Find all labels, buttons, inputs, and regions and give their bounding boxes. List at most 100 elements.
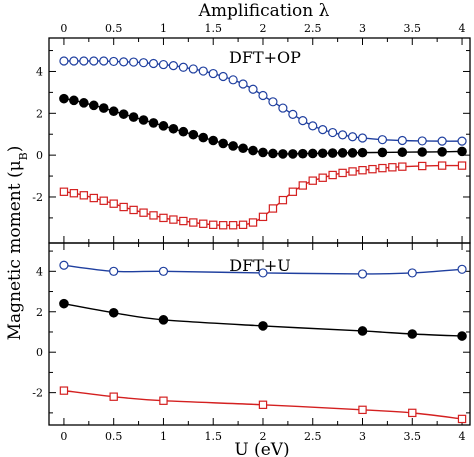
data-point-open-square [89, 193, 98, 203]
data-point-filled-circle [377, 147, 388, 158]
data-point-filled-circle [417, 147, 428, 157]
data-point-filled-circle [357, 326, 368, 336]
data-point-open-circle [59, 260, 69, 270]
data-point-filled-circle [79, 98, 89, 108]
top-x-tick-label: 3 [359, 22, 366, 35]
data-point-open-square [298, 181, 307, 190]
data-point-open-square [398, 162, 407, 171]
data-point-open-circle [138, 58, 149, 68]
series-line [63, 60, 463, 142]
data-point-open-circle [99, 56, 109, 66]
data-point-filled-circle [347, 148, 358, 158]
data-point-open-square [59, 187, 69, 196]
data-point-filled-circle [407, 329, 418, 339]
data-point-open-circle [308, 121, 318, 131]
data-point-open-square [308, 176, 317, 185]
panel-label: DFT+U [229, 256, 291, 275]
data-point-open-circle [208, 68, 218, 79]
data-point-filled-circle [208, 135, 219, 146]
data-point-open-circle [278, 103, 288, 113]
data-point-filled-circle [138, 115, 149, 125]
top-x-tick-label: 2.5 [304, 22, 322, 35]
y-tick-label: 0 [36, 149, 43, 162]
data-point-open-circle [59, 56, 69, 66]
data-point-open-square [189, 218, 198, 227]
data-point-open-square [129, 205, 138, 215]
data-point-filled-circle [88, 100, 99, 111]
y-tick-label: 4 [36, 265, 43, 278]
top-x-tick-label: 0.5 [105, 22, 123, 35]
data-point-open-circle [148, 58, 159, 69]
y-tick-label: 2 [36, 107, 43, 120]
bottom-x-tick-label: 1.5 [204, 430, 222, 443]
data-point-open-square [358, 166, 367, 175]
data-point-open-square [248, 218, 258, 227]
data-point-filled-circle [317, 148, 328, 159]
y-tick-label: 2 [36, 306, 43, 319]
bottom-x-tick-label: 2.5 [304, 430, 322, 443]
data-point-open-square [338, 168, 347, 178]
panel-2: -2 0 2 4 DFT+U [32, 242, 471, 426]
data-point-filled-circle [268, 148, 278, 159]
data-point-open-circle [178, 62, 188, 72]
data-point-open-circle [218, 71, 228, 82]
data-point-filled-circle [59, 298, 69, 309]
data-point-filled-circle [59, 93, 69, 104]
data-point-filled-circle [128, 112, 139, 122]
data-point-open-circle [397, 135, 407, 146]
y-tick-label: -2 [32, 191, 43, 204]
data-point-open-square [79, 191, 89, 200]
data-point-open-square [418, 161, 427, 171]
data-point-filled-circle [258, 147, 268, 158]
data-point-open-circle [188, 64, 198, 74]
data-point-filled-circle [288, 149, 298, 159]
data-point-open-circle [338, 130, 348, 140]
bottom-x-tick-label: 4 [459, 430, 466, 443]
data-point-filled-circle [188, 129, 199, 140]
y-axis-title: Magnetic moment (μB) [5, 146, 30, 341]
series-line [63, 302, 463, 337]
data-point-open-square [437, 161, 447, 170]
data-point-filled-circle [238, 143, 248, 154]
data-point-open-circle [377, 135, 388, 145]
bottom-axis-title: U (eV) [234, 440, 289, 457]
data-point-open-square [179, 216, 188, 226]
data-point-filled-circle [118, 109, 129, 119]
data-point-open-circle [238, 79, 248, 89]
data-point-open-square [59, 386, 69, 395]
data-point-open-circle [298, 116, 308, 126]
data-point-open-circle [128, 57, 139, 67]
data-point-filled-circle [278, 149, 288, 159]
data-point-open-circle [407, 268, 417, 278]
data-point-open-square [288, 187, 298, 196]
panel-label: DFT+OP [229, 48, 301, 67]
data-point-filled-circle [248, 145, 258, 156]
data-point-open-square [109, 199, 118, 208]
top-x-tick-label: 2 [259, 22, 266, 35]
data-point-filled-circle [178, 126, 189, 137]
y-tick-label: 4 [36, 65, 43, 78]
data-point-open-circle [288, 109, 298, 119]
data-point-open-square [258, 400, 268, 409]
bottom-x-tick-label: 3.5 [404, 430, 422, 443]
data-point-filled-circle [108, 106, 119, 117]
data-point-filled-circle [218, 138, 228, 149]
data-point-filled-circle [168, 123, 179, 134]
data-point-open-square [358, 405, 367, 415]
data-point-open-circle [89, 56, 99, 66]
data-point-open-circle [228, 75, 238, 85]
data-point-open-circle [69, 56, 79, 66]
panel-frame [48, 242, 471, 426]
top-axis-title: Amplification λ [198, 1, 330, 21]
data-point-open-square [228, 221, 238, 230]
data-point-open-circle [79, 56, 89, 66]
data-point-open-square [268, 204, 278, 213]
data-point-filled-circle [397, 147, 408, 158]
data-point-filled-circle [457, 146, 467, 157]
data-point-open-circle [158, 266, 169, 276]
data-point-open-circle [248, 84, 258, 94]
data-point-open-circle [258, 268, 268, 278]
data-point-open-circle [109, 56, 119, 67]
